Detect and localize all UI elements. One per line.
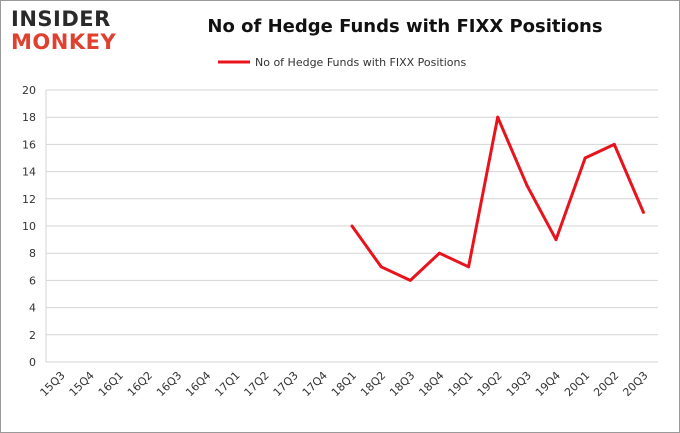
- y-tick-label: 12: [22, 193, 36, 206]
- x-tick-label: 16Q1: [96, 369, 126, 399]
- logo-line-1: INSIDER: [11, 7, 111, 31]
- x-tick-label: 16Q4: [183, 369, 213, 399]
- data-point: [641, 210, 645, 214]
- x-tick-label: 18Q1: [329, 369, 359, 399]
- x-tick-label: 15Q3: [38, 369, 68, 399]
- y-axis-ticks: 0 2 4 6 8 10 12 14 16 18 20: [22, 84, 36, 369]
- y-tick-label: 14: [22, 166, 36, 179]
- data-point: [350, 224, 354, 228]
- y-tick-label: 6: [29, 274, 36, 287]
- x-tick-label: 18Q4: [416, 369, 446, 399]
- y-tick-label: 8: [29, 247, 36, 260]
- legend-label: No of Hedge Funds with FIXX Positions: [255, 56, 467, 69]
- data-point: [612, 142, 616, 146]
- data-point: [496, 115, 500, 119]
- data-point: [583, 156, 587, 160]
- x-tick-label: 18Q3: [387, 369, 417, 399]
- x-tick-label: 17Q4: [300, 369, 330, 399]
- chart-title: No of Hedge Funds with FIXX Positions: [207, 16, 603, 37]
- data-point: [408, 278, 412, 282]
- x-tick-label: 20Q3: [620, 369, 650, 399]
- data-point: [379, 265, 383, 269]
- y-tick-label: 10: [22, 220, 36, 233]
- y-tick-label: 2: [29, 329, 36, 342]
- insider-monkey-logo: INSIDER MONKEY: [11, 9, 129, 53]
- x-tick-label: 20Q2: [591, 369, 621, 399]
- gridlines: [45, 89, 658, 363]
- data-point: [554, 238, 558, 242]
- x-tick-label: 20Q1: [562, 369, 592, 399]
- x-tick-label: 16Q3: [154, 369, 184, 399]
- x-tick-label: 18Q2: [358, 369, 388, 399]
- y-tick-label: 16: [22, 138, 36, 151]
- x-tick-label: 17Q2: [242, 369, 272, 399]
- logo-line-2: MONKEY: [11, 30, 117, 54]
- y-tick-label: 20: [22, 84, 36, 97]
- x-tick-label: 19Q3: [504, 369, 534, 399]
- y-tick-label: 4: [29, 302, 36, 315]
- x-tick-label: 19Q2: [475, 369, 505, 399]
- x-tick-label: 17Q3: [271, 369, 301, 399]
- x-tick-label: 19Q1: [446, 369, 476, 399]
- series-group: [350, 115, 645, 282]
- data-point: [525, 183, 529, 187]
- x-tick-label: 17Q1: [212, 369, 242, 399]
- legend: No of Hedge Funds with FIXX Positions: [218, 56, 467, 69]
- y-tick-label: 0: [29, 356, 36, 369]
- x-tick-label: 19Q4: [533, 369, 563, 399]
- data-point: [467, 265, 471, 269]
- x-tick-label: 15Q4: [67, 369, 97, 399]
- y-tick-label: 18: [22, 111, 36, 124]
- x-axis-ticks: 15Q315Q416Q116Q216Q316Q417Q117Q217Q317Q4…: [38, 369, 651, 399]
- x-tick-label: 16Q2: [125, 369, 155, 399]
- data-point: [437, 251, 441, 255]
